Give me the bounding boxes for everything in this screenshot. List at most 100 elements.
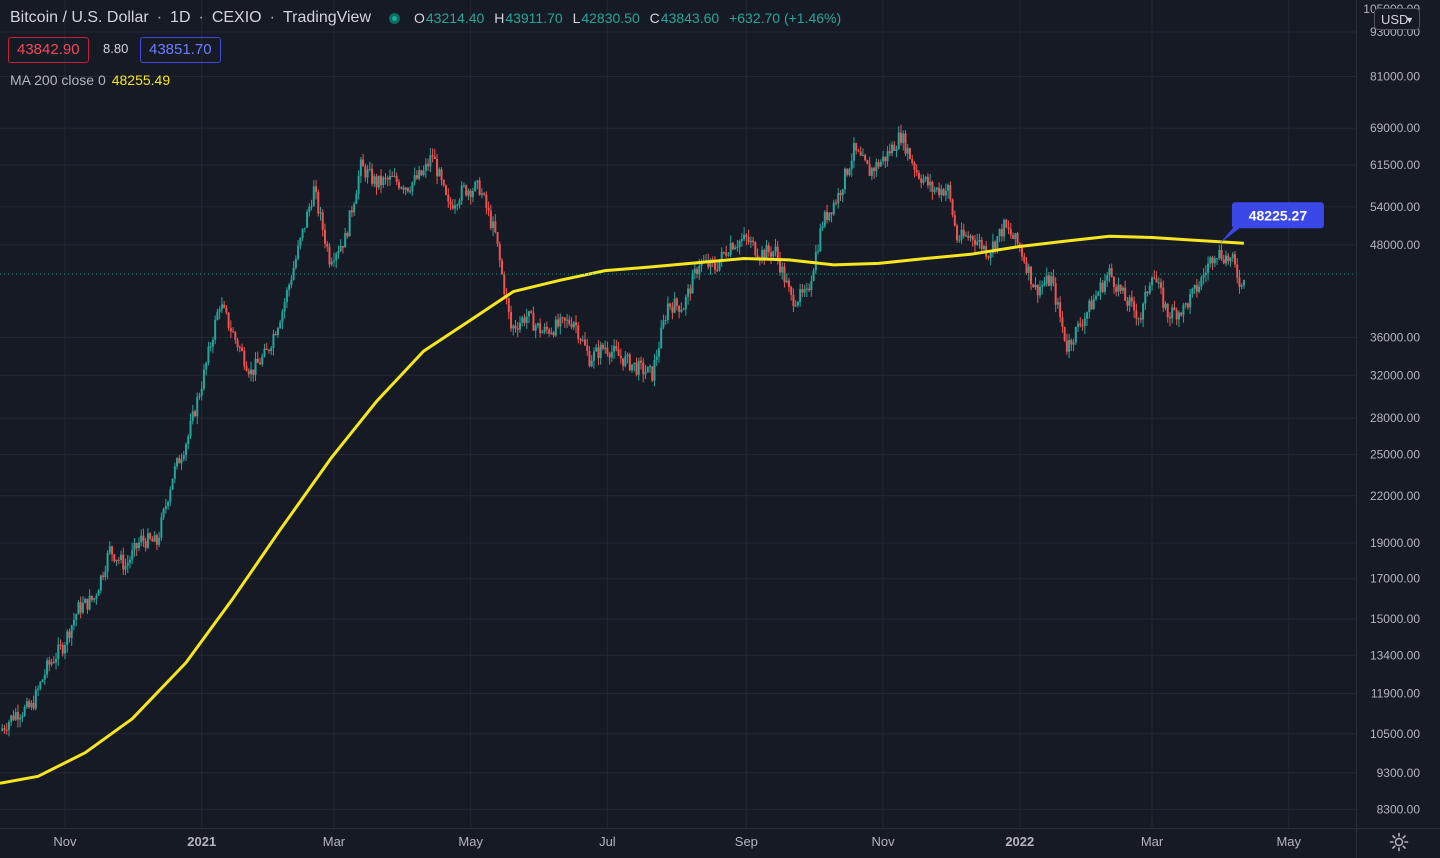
candle	[142, 528, 145, 547]
candle	[111, 545, 114, 562]
candle-body	[1032, 284, 1035, 288]
candle	[453, 198, 456, 214]
candle	[1216, 258, 1219, 265]
candle	[366, 165, 369, 184]
candle	[75, 613, 78, 627]
candle-body	[577, 325, 580, 340]
candle	[442, 179, 445, 188]
candle	[987, 255, 990, 261]
candle-body	[173, 466, 176, 479]
candle-body	[229, 328, 232, 332]
candle	[696, 266, 699, 279]
candle	[30, 700, 33, 711]
candle	[615, 339, 618, 352]
market-status-icon[interactable]	[389, 12, 400, 24]
candle-body	[559, 317, 562, 327]
candle-body	[1110, 268, 1113, 277]
candle-body	[1211, 257, 1214, 264]
candle	[476, 179, 479, 190]
candle-body	[1225, 255, 1228, 264]
candle-body	[956, 225, 959, 241]
candle-body	[1160, 282, 1163, 288]
candle-body	[274, 333, 277, 336]
candle-body	[817, 250, 820, 252]
candle-body	[987, 256, 990, 258]
candle	[785, 273, 788, 283]
candle-body	[1177, 312, 1180, 320]
candle-body	[859, 151, 862, 156]
candle	[339, 239, 342, 252]
candle	[189, 413, 192, 440]
candle	[279, 319, 282, 329]
candle-body	[30, 702, 33, 708]
close-key: C	[649, 10, 660, 26]
candle	[377, 175, 380, 190]
candle-body	[137, 542, 140, 549]
candle	[202, 363, 205, 391]
price-tick-label: 25000.00	[1370, 448, 1420, 462]
candle	[823, 210, 826, 229]
candle	[729, 235, 732, 258]
candle	[534, 323, 537, 339]
price-tick-label: 9300.00	[1377, 766, 1421, 780]
candle	[1119, 284, 1122, 294]
candle	[673, 292, 676, 314]
price-tick-label: 54000.00	[1370, 200, 1420, 214]
candle	[359, 157, 362, 184]
candle-body	[198, 395, 201, 398]
candle-body	[1047, 275, 1050, 286]
candle-body	[646, 366, 649, 373]
candle-body	[1151, 277, 1154, 286]
candle	[1077, 320, 1080, 333]
candle-body	[745, 234, 748, 238]
candle	[245, 361, 248, 372]
candle	[539, 318, 542, 338]
candle	[713, 256, 716, 274]
candle-body	[716, 269, 719, 271]
candle	[911, 154, 914, 166]
candle	[1171, 304, 1174, 324]
candle-body	[265, 348, 268, 351]
candle	[415, 170, 418, 180]
candle	[971, 234, 974, 247]
candle	[601, 342, 604, 351]
candle-body	[1126, 300, 1129, 306]
candle-body	[666, 303, 669, 321]
candle	[1231, 251, 1234, 262]
candle-body	[135, 543, 138, 549]
candle	[826, 204, 829, 224]
candle-body	[1095, 295, 1098, 300]
candle	[440, 167, 443, 186]
candle-body	[1204, 272, 1207, 276]
candle-body	[575, 322, 578, 326]
candle-body	[707, 260, 710, 268]
candle-body	[507, 298, 510, 313]
candle	[362, 153, 365, 167]
candle-body	[167, 501, 170, 507]
candle	[545, 321, 548, 335]
candle-body	[624, 356, 627, 366]
symbol-name[interactable]: Bitcoin / U.S. Dollar	[10, 9, 149, 26]
candle-body	[424, 163, 427, 171]
candle-body	[1003, 219, 1006, 237]
candle-body	[133, 543, 136, 550]
candle	[640, 356, 643, 370]
candle	[765, 239, 768, 259]
settings-gear-icon[interactable]	[1389, 832, 1409, 852]
indicator-legend[interactable]: MA 200 close 0 48255.49	[10, 72, 170, 88]
candle	[113, 553, 116, 563]
candle-body	[514, 325, 517, 329]
currency-button[interactable]: USD ▼	[1374, 8, 1420, 30]
candle	[940, 184, 943, 202]
candle-body	[445, 185, 448, 195]
candle-body	[395, 175, 398, 182]
sell-price-button[interactable]: 43842.90	[8, 37, 89, 63]
candle-body	[120, 554, 123, 560]
candle	[1117, 277, 1120, 297]
candle-body	[1059, 302, 1062, 318]
interval-label[interactable]: 1D	[170, 9, 191, 26]
buy-price-button[interactable]: 43851.70	[140, 37, 221, 63]
candle-body	[801, 289, 804, 293]
